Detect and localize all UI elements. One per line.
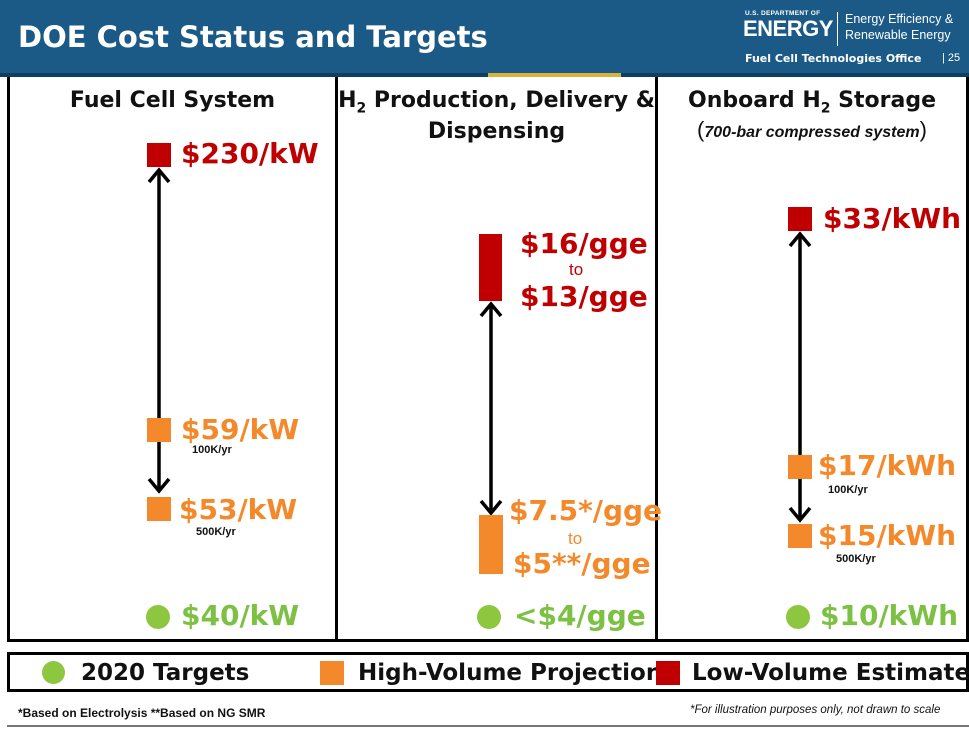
- legend-high-volume-label: High-Volume Projection: [358, 660, 663, 686]
- bottom-rule: [7, 725, 969, 727]
- h2-production-high-volume-marker: [479, 515, 503, 574]
- legend-targets-marker: [42, 661, 65, 684]
- page-number: | 25: [942, 52, 961, 64]
- legend-high-volume-marker: [320, 661, 344, 685]
- logo-ee-line2: Renewable Energy: [845, 28, 951, 42]
- legend-low-volume-label: Low-Volume Estimate: [692, 660, 969, 686]
- page-title: DOE Cost Status and Targets: [18, 20, 488, 54]
- h2-production-low-volume-to: to: [569, 260, 584, 279]
- h2-storage-high-volume-1-label: $17/kWh: [818, 449, 957, 482]
- panel-h2-storage: Onboard H2 Storage (700-bar compressed s…: [658, 77, 969, 642]
- h2-production-target-label: <$4/gge: [514, 599, 646, 632]
- h2-storage-high-volume-1-marker: [788, 455, 812, 479]
- legend-targets-label: 2020 Targets: [81, 660, 250, 686]
- panel-fuel-cell: Fuel Cell System: [7, 77, 338, 642]
- legend-low-volume-marker: [656, 661, 680, 685]
- fuel-cell-rate-100k: 100K/yr: [192, 444, 232, 456]
- fuel-cell-high-volume-1-marker: [147, 418, 171, 442]
- header-gold-accent: [488, 73, 621, 77]
- h2-storage-rate-100k: 100K/yr: [828, 484, 868, 496]
- h2-production-low-volume-marker: [479, 234, 502, 301]
- fuel-cell-rate-500k: 500K/yr: [196, 526, 236, 538]
- h2-production-target-marker: [477, 605, 501, 629]
- header-rule: [0, 73, 969, 77]
- h2-storage-low-volume-marker: [788, 207, 812, 231]
- h2-storage-arrow: [788, 231, 812, 523]
- h2-production-title: H2 Production, Delivery &: [338, 88, 655, 117]
- legend: 2020 Targets High-Volume Projection Low-…: [7, 652, 969, 692]
- logo-energy-text: ENERGY: [743, 16, 833, 41]
- footnote-basis: *Based on Electrolysis **Based on NG SMR: [18, 706, 266, 720]
- fuel-cell-target-marker: [146, 605, 170, 629]
- fuel-cell-low-volume-marker: [147, 143, 171, 167]
- h2-production-high-volume-to: to: [568, 529, 583, 548]
- fuel-cell-high-volume-1-label: $59/kW: [181, 413, 300, 446]
- fuel-cell-low-volume-label: $230/kW: [181, 137, 319, 170]
- h2-production-low-volume-1-label: $16/gge: [520, 227, 648, 260]
- panel-h2-production: H2 Production, Delivery & Dispensing: [338, 77, 658, 642]
- h2-storage-target-marker: [786, 605, 810, 629]
- logo-small-text: U.S. DEPARTMENT OF: [745, 10, 821, 17]
- h2-production-high-volume-1-label: $7.5*/gge: [509, 494, 663, 527]
- logo-divider: [837, 12, 838, 46]
- fuel-cell-arrow: [147, 167, 171, 494]
- fuel-cell-title: Fuel Cell System: [69, 88, 276, 113]
- h2-storage-high-volume-2-marker: [788, 524, 812, 548]
- h2-production-high-volume-2-label: $5**/gge: [513, 547, 651, 580]
- logo-ee-line1: Energy Efficiency &: [845, 12, 954, 26]
- h2-storage-title: Onboard H2 Storage: [688, 88, 936, 117]
- h2-storage-subtitle: (700-bar compressed system): [697, 117, 927, 142]
- footnote-disclaimer: *For illustration purposes only, not dra…: [690, 704, 941, 716]
- h2-storage-target-label: $10/kWh: [820, 599, 959, 632]
- fuel-cell-high-volume-2-marker: [147, 497, 171, 521]
- fuel-cell-high-volume-2-label: $53/kW: [179, 493, 298, 526]
- h2-production-low-volume-2-label: $13/gge: [520, 280, 648, 313]
- h2-production-title-line2: Dispensing: [427, 119, 566, 144]
- office-name: Fuel Cell Technologies Office: [745, 52, 922, 65]
- header-bar: DOE Cost Status and Targets U.S. DEPARTM…: [0, 0, 969, 73]
- fuel-cell-target-label: $40/kW: [181, 599, 300, 632]
- h2-storage-low-volume-label: $33/kWh: [823, 202, 962, 235]
- h2-storage-rate-500k: 500K/yr: [836, 553, 876, 565]
- h2-storage-high-volume-2-label: $15/kWh: [818, 519, 957, 552]
- h2-production-arrow: [479, 301, 503, 516]
